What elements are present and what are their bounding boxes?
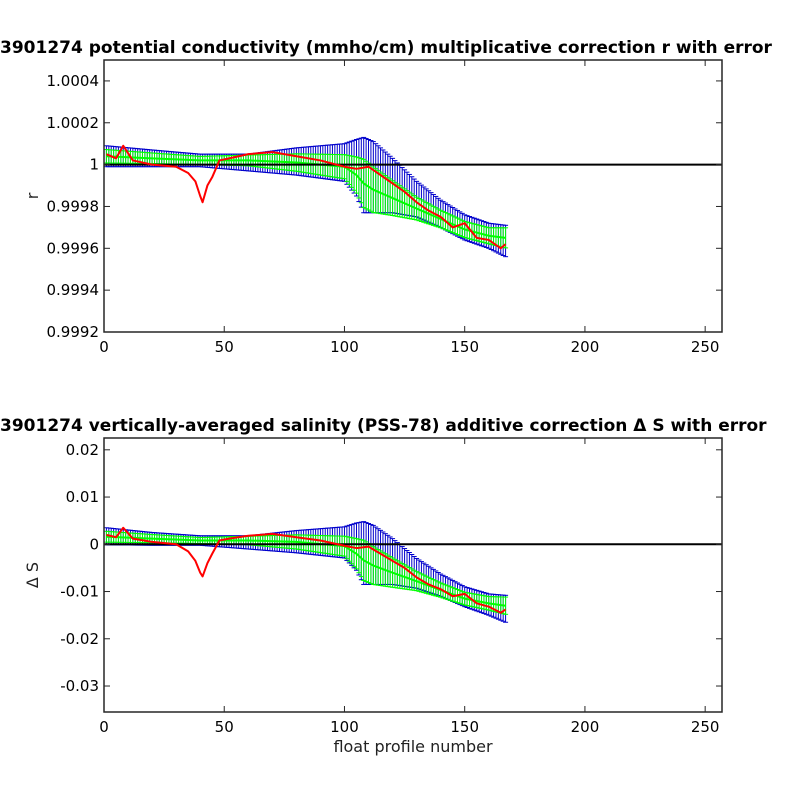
y-tick-label: -0.01 [60,583,99,601]
y-tick-label: 1.0002 [47,114,100,132]
y-tick-label: -0.03 [60,677,99,695]
y-tick-label: 1.0004 [47,72,100,90]
x-tick-label: 50 [215,338,234,356]
y-tick-label: 0.01 [66,488,99,506]
x-tick-label: 250 [691,718,720,736]
y-axis-label: Δ S [23,562,42,588]
x-tick-label: 150 [450,718,479,736]
plot-area [104,136,722,258]
y-tick-label: 1 [89,156,99,174]
x-tick-label: 0 [99,338,109,356]
chart-title: 3901274 vertically-averaged salinity (PS… [0,416,767,436]
x-axis-label: float profile number [333,737,493,756]
red-correction-line [106,526,507,614]
y-tick-label: 0.9992 [47,323,100,341]
x-tick-label: 50 [215,718,234,736]
x-tick-label: 200 [571,338,600,356]
x-tick-label: 250 [691,338,720,356]
y-tick-label: 0 [89,535,99,553]
x-tick-label: 150 [450,338,479,356]
y-tick-label: 0.9994 [47,281,100,299]
y-tick-label: 0.9998 [47,197,100,215]
y-tick-label: 0.02 [66,441,99,459]
x-tick-label: 0 [99,718,109,736]
x-tick-label: 200 [571,718,600,736]
plot-area [104,521,722,623]
x-tick-label: 100 [330,718,359,736]
y-tick-label: -0.02 [60,630,99,648]
salinity-correction-chart: 0 50 100 150 200 250 -0.03 -0.02 -0.01 0 0.01 0.02 3… [0,416,767,756]
x-tick-label: 100 [330,338,359,356]
axes-box [103,59,723,333]
axes-box [103,437,723,713]
chart-title: 3901274 potential conductivity (mmho/cm)… [0,38,773,58]
y-tick-label: 0.9996 [47,239,100,257]
conductivity-correction-chart: 0 50 100 150 200 250 0.9992 0.9994 0.9996 0.9998 1… [0,38,773,356]
y-axis-label: r [23,192,42,199]
red-correction-line [106,144,507,250]
